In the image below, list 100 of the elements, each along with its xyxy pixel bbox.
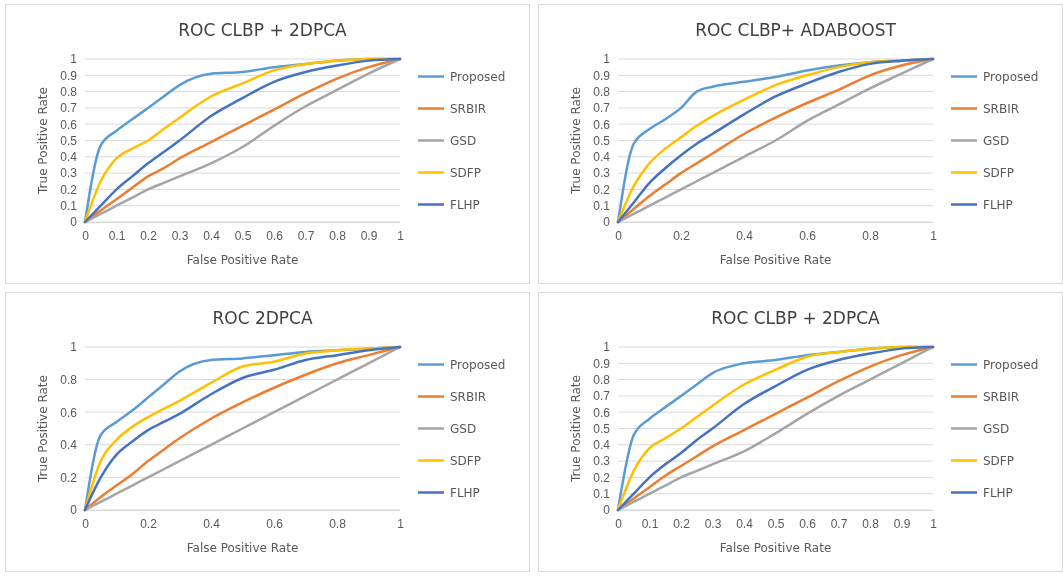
y-axis-title: True Positive Rate: [36, 375, 50, 483]
y-tick-label: 1: [70, 340, 78, 355]
chart-title: ROC CLBP + 2DPCA: [711, 308, 881, 328]
line-series: [83, 57, 402, 224]
legend-label: Proposed: [983, 357, 1039, 372]
y-tick-label: 0.9: [593, 68, 611, 83]
x-tick-label: 0.9: [893, 516, 911, 531]
legend-label: FLHP: [983, 197, 1013, 212]
y-tick-label: 0.7: [593, 101, 611, 116]
x-tick-label: 0.2: [140, 228, 158, 243]
x-tick-label: 0.6: [266, 516, 284, 531]
legend-label: GSD: [983, 133, 1010, 148]
y-tick-label: 0.8: [593, 84, 611, 99]
y-tick-label: 0.8: [593, 372, 611, 387]
y-tick-label: 0.2: [60, 182, 78, 197]
y-tick-label: 0.9: [60, 68, 78, 83]
y-tick-label: 0.3: [60, 166, 78, 181]
y-axis-title: True Positive Rate: [36, 87, 50, 195]
x-tick-label: 0: [615, 228, 623, 243]
x-tick-label: 0.7: [830, 516, 848, 531]
x-axis-title: False Positive Rate: [719, 541, 832, 555]
legend-label: SDFP: [983, 453, 1014, 468]
x-tick-label: 1: [930, 228, 938, 243]
y-tick-label: 0.4: [60, 438, 78, 453]
x-tick-label: 1: [930, 516, 938, 531]
y-tick-label: 1: [70, 52, 78, 67]
x-axis-title: False Positive Rate: [719, 253, 832, 267]
x-tick-label: 0.8: [862, 516, 880, 531]
y-tick-label: 0.6: [593, 405, 611, 420]
x-tick-label: 0.9: [360, 228, 378, 243]
x-tick-label: 0.6: [799, 516, 817, 531]
x-tick-label: 0.4: [736, 228, 754, 243]
y-axis-title: True Positive Rate: [569, 375, 583, 483]
y-tick-label: 0.1: [60, 199, 78, 214]
legend-label: SDFP: [450, 453, 481, 468]
y-tick-label: 0.2: [60, 470, 78, 485]
y-tick-label: 0.3: [593, 166, 611, 181]
y-tick-label: 0: [603, 215, 611, 230]
legend-label: FLHP: [983, 485, 1013, 500]
y-tick-label: 0.7: [593, 389, 611, 404]
x-tick-label: 0.6: [266, 228, 284, 243]
x-tick-label: 0: [82, 228, 90, 243]
y-tick-label: 1: [603, 52, 611, 67]
y-tick-label: 0: [603, 503, 611, 518]
y-tick-label: 0.1: [593, 199, 611, 214]
legend-label: SDFP: [450, 165, 481, 180]
y-tick-label: 1: [603, 340, 611, 355]
x-tick-label: 0.8: [329, 228, 347, 243]
y-axis-title: True Positive Rate: [569, 87, 583, 195]
x-tick-label: 1: [397, 516, 405, 531]
legend-label: SRBIR: [450, 101, 487, 116]
y-tick-label: 0.2: [593, 470, 611, 485]
legend-label: SRBIR: [450, 389, 487, 404]
x-tick-label: 0.5: [767, 516, 785, 531]
legend-label: GSD: [450, 133, 477, 148]
y-tick-label: 0.6: [593, 117, 611, 132]
y-tick-label: 0.7: [60, 101, 78, 116]
y-tick-label: 0.9: [593, 356, 611, 371]
x-tick-label: 0.3: [171, 228, 189, 243]
chart-title: ROC CLBP+ ADABOOST: [695, 20, 897, 40]
x-axis-title: False Positive Rate: [186, 541, 299, 555]
legend-label: GSD: [450, 421, 477, 436]
line-series: [616, 57, 935, 224]
x-tick-label: 0.2: [673, 516, 691, 531]
legend-label: GSD: [983, 421, 1010, 436]
x-tick-label: 1: [397, 228, 405, 243]
y-tick-label: 0.3: [593, 454, 611, 469]
chart-title: ROC CLBP + 2DPCA: [178, 20, 348, 40]
y-tick-label: 0.8: [60, 84, 78, 99]
chart-title: ROC 2DPCA: [212, 308, 313, 328]
y-tick-label: 0: [70, 503, 78, 518]
x-tick-label: 0.5: [234, 228, 252, 243]
y-tick-label: 0.6: [60, 405, 78, 420]
y-tick-label: 0.5: [593, 421, 611, 436]
x-tick-label: 0.1: [641, 516, 659, 531]
y-tick-label: 0.8: [60, 372, 78, 387]
legend-label: SRBIR: [983, 101, 1020, 116]
legend-label: Proposed: [450, 69, 506, 84]
x-tick-label: 0: [82, 516, 90, 531]
y-tick-label: 0.5: [593, 133, 611, 148]
y-tick-label: 0.1: [593, 487, 611, 502]
x-tick-label: 0.8: [862, 228, 880, 243]
y-tick-label: 0.2: [593, 182, 611, 197]
x-tick-label: 0.6: [799, 228, 817, 243]
x-tick-label: 0.1: [108, 228, 126, 243]
y-tick-label: 0: [70, 215, 78, 230]
x-tick-label: 0.4: [203, 516, 221, 531]
y-tick-label: 0.4: [593, 438, 611, 453]
x-tick-label: 0.7: [297, 228, 315, 243]
x-tick-label: 0.2: [673, 228, 691, 243]
x-tick-label: 0.3: [704, 516, 722, 531]
x-tick-label: 0.8: [329, 516, 347, 531]
x-tick-label: 0.2: [140, 516, 158, 531]
y-tick-label: 0.4: [60, 150, 78, 165]
legend-label: SDFP: [983, 165, 1014, 180]
x-tick-label: 0: [615, 516, 623, 531]
line-series: [616, 345, 935, 512]
legend-label: SRBIR: [983, 389, 1020, 404]
legend-label: Proposed: [983, 69, 1039, 84]
y-tick-label: 0.6: [60, 117, 78, 132]
